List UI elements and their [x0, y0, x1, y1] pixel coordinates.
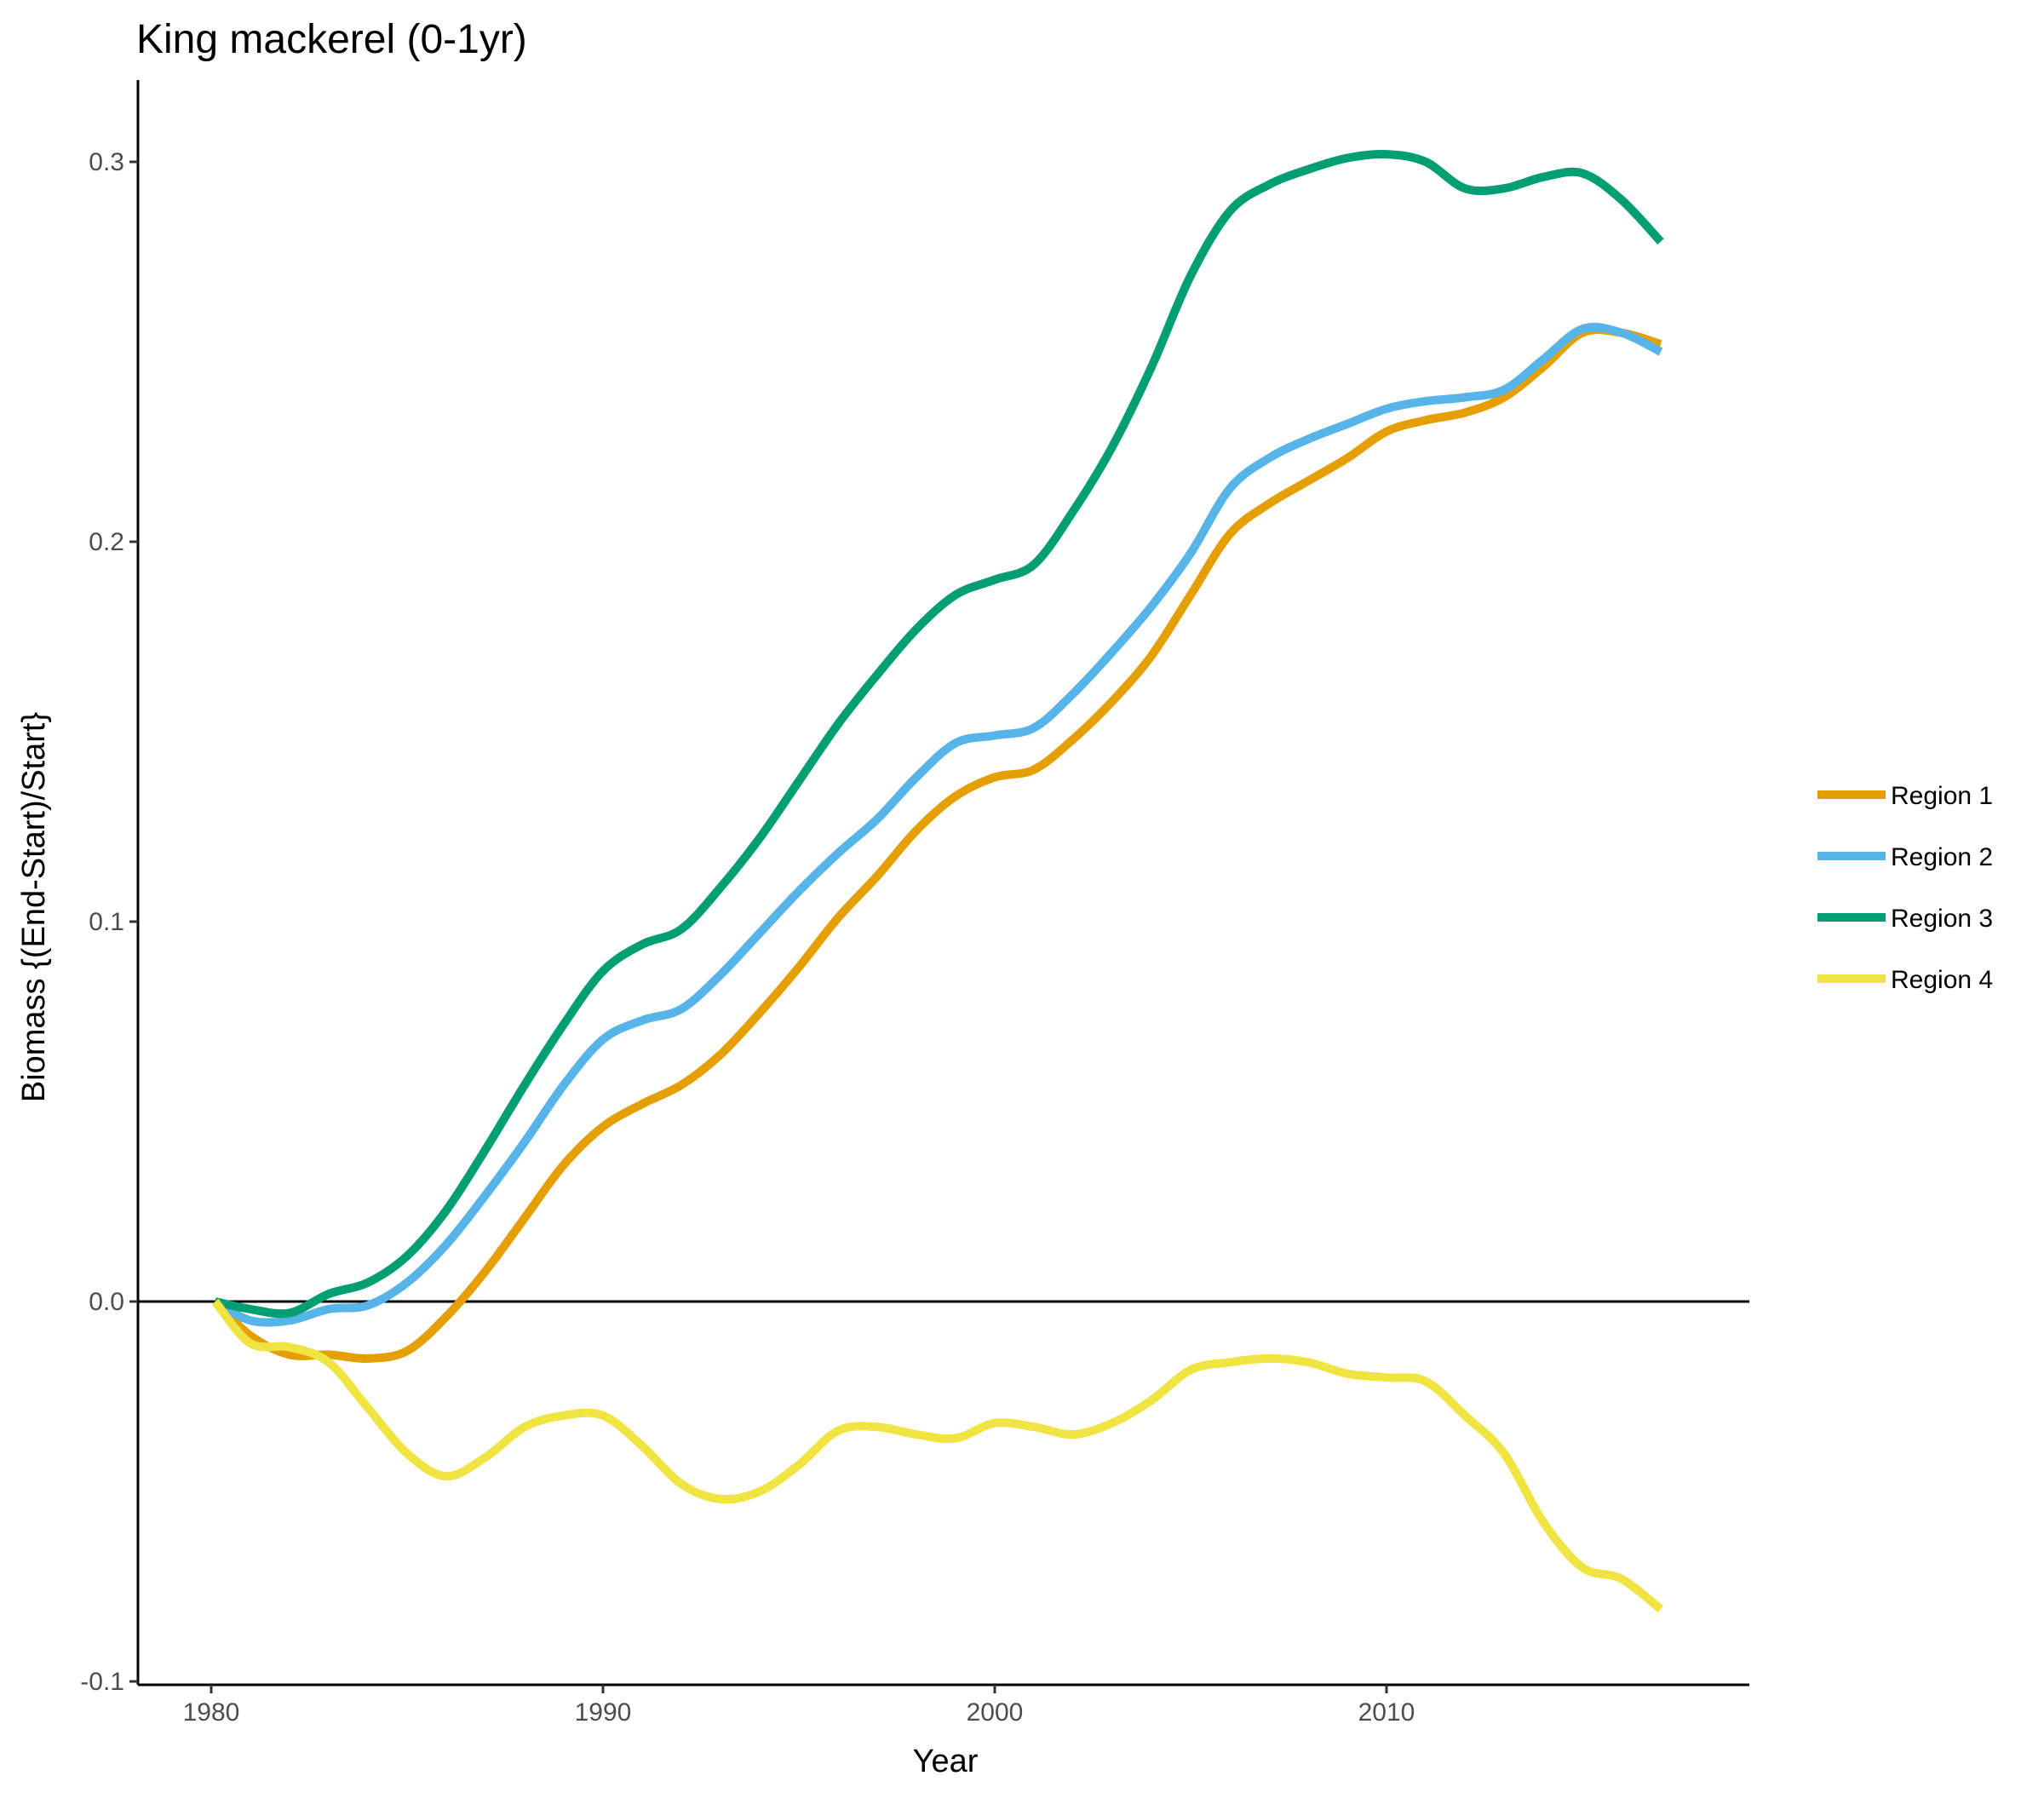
chart-title: King mackerel (0-1yr)	[136, 17, 527, 62]
y-tick-label: -0.1	[80, 1668, 124, 1696]
series-line-region-4	[211, 1298, 1664, 1613]
y-tick-label: 0.3	[89, 148, 124, 176]
y-tick-label: 0.2	[89, 528, 124, 556]
plot-area	[138, 149, 1749, 1613]
x-tick-label: 2000	[967, 1698, 1024, 1727]
x-tick-label: 2010	[1358, 1698, 1415, 1727]
series-line-region-2	[213, 323, 1663, 1327]
legend-label-region-4: Region 4	[1891, 966, 1993, 994]
legend-label-region-1: Region 1	[1891, 782, 1993, 810]
axes: -0.1 0.0 0.1 0.2 0.3 1980 1990 2000 2010	[80, 80, 1749, 1727]
legend: Region 1 Region 2 Region 3 Region 4	[1817, 782, 1993, 994]
series-line-region-1	[212, 325, 1662, 1363]
x-tick-label: 1980	[183, 1698, 240, 1727]
legend-label-region-3: Region 3	[1891, 905, 1993, 933]
y-axis-title: Biomass {(End-Start)/Start}	[16, 712, 52, 1102]
x-axis-title: Year	[913, 1744, 979, 1779]
y-tick-label: 0.0	[89, 1288, 124, 1316]
x-tick-label: 1990	[575, 1698, 632, 1727]
legend-label-region-2: Region 2	[1891, 843, 1993, 871]
series-line-region-3	[214, 149, 1664, 1319]
y-tick-label: 0.1	[89, 908, 124, 936]
